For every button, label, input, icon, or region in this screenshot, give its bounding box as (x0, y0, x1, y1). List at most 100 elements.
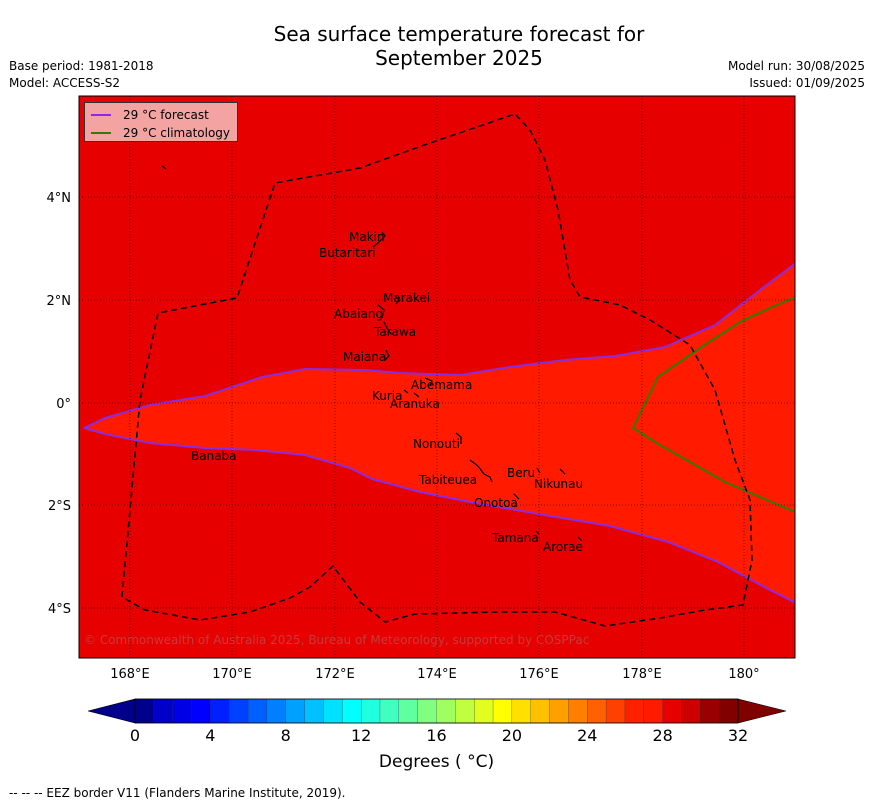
x-tick-label: 170°E (212, 667, 252, 682)
colorbar-swatch (643, 698, 664, 724)
colorbar-tick-label: 0 (130, 726, 140, 745)
island-label: Aranuka (390, 397, 440, 411)
x-tick-label: 180° (728, 667, 759, 682)
island-label: Butaritari (319, 246, 376, 260)
colorbar-swatch (455, 698, 475, 724)
island-shape (161, 165, 167, 170)
island-shape (535, 530, 540, 535)
colorbar-swatch (360, 698, 381, 724)
island-label: Tabiteuea (418, 473, 477, 487)
forecast-line-swatch (91, 114, 111, 116)
island-outlines (161, 165, 583, 542)
y-tick-label: 4°S (48, 602, 71, 617)
island-shape (469, 459, 493, 483)
colorbar-swatch (530, 698, 551, 724)
map-frame (78, 95, 796, 659)
graticule (79, 96, 795, 658)
island-label: Nikunau (534, 477, 583, 491)
island-label: Abaiang (334, 307, 383, 321)
colorbar-swatch (285, 698, 306, 724)
island-shape (403, 389, 409, 394)
colorbar-tick-label: 24 (577, 726, 597, 745)
colorbar-swatch (229, 698, 249, 724)
colorbar-swatch (719, 698, 739, 724)
legend-item-climatology: 29 °C climatology (91, 124, 237, 142)
colorbar-label: Degrees ( °C) (378, 752, 495, 772)
colorbar-swatch (191, 698, 211, 724)
y-tick-label: 0° (56, 397, 71, 412)
model-name: Model: ACCESS-S2 (9, 76, 121, 90)
island-shape (377, 304, 385, 319)
y-tick-label: 2°S (48, 499, 71, 514)
climatology-line-swatch (91, 132, 111, 134)
colorbar-max-extend (737, 698, 787, 724)
island-label: Tarawa (373, 325, 416, 339)
island-label: Banaba (191, 449, 237, 463)
x-tick-label: 172°E (315, 667, 355, 682)
island-label: Beru (507, 466, 535, 480)
colorbar-tick-label: 16 (426, 726, 446, 745)
island-label: Maiana (343, 350, 386, 364)
colorbar-swatch (172, 698, 192, 724)
colorbar-swatch (398, 698, 419, 724)
colorbar-swatch (153, 698, 174, 724)
island-label: Abemama (411, 378, 472, 392)
island-label: Tamana (491, 531, 539, 545)
map-legend: 29 °C forecast 29 °C climatology (84, 102, 238, 142)
colorbar-swatch (323, 698, 343, 724)
island-label: Nonouti (413, 437, 460, 451)
colorbar-swatch (511, 698, 532, 724)
climatology-isotherm (631, 296, 795, 513)
island-shape (536, 467, 541, 474)
x-tick-label: 174°E (417, 667, 457, 682)
colorbar-swatch (605, 698, 626, 724)
colorbar-tick-label: 12 (351, 726, 371, 745)
colorbar-tick-label: 20 (502, 726, 522, 745)
y-tick-label: 2°N (47, 294, 72, 309)
copyright-notice: © Commonwealth of Australia 2025, Bureau… (84, 633, 589, 647)
x-axis-ticks: 168°E 170°E 172°E 174°E 176°E 178°E 180° (110, 667, 759, 682)
colorbar-swatch (210, 698, 230, 724)
island-label: Marakei (383, 291, 430, 305)
colorbar-tick-label: 28 (652, 726, 672, 745)
base-period: Base period: 1981-2018 (9, 59, 154, 73)
colorbar-tick-label: 8 (281, 726, 291, 745)
colorbar-swatch (662, 698, 682, 724)
colorbar-swatch (436, 698, 456, 724)
colorbar-frame (134, 698, 739, 724)
issued-date: Issued: 01/09/2025 (749, 76, 865, 90)
colorbar-swatch (700, 698, 720, 724)
x-tick-label: 178°E (622, 667, 662, 682)
island-shape (413, 392, 420, 398)
colorbar-tick-label: 32 (728, 726, 748, 745)
colorbar-swatch (492, 698, 513, 724)
island-shape (577, 536, 583, 542)
y-axis-ticks: 4°N 2°N 0° 2°S 4°S (47, 191, 72, 617)
colorbar-swatch (266, 698, 287, 724)
island-label: Onotoa (474, 496, 518, 510)
island-label: Makin (349, 230, 385, 244)
colorbar-swatch (379, 698, 400, 724)
colorbar-swatch (417, 698, 437, 724)
island-shape (394, 295, 400, 305)
island-shape (424, 377, 433, 387)
page-title: Sea surface temperature forecast for Sep… (273, 22, 645, 70)
cooler-band (84, 263, 795, 603)
run-info: Model run: 30/08/2025 Issued: 01/09/2025 (728, 58, 865, 92)
y-tick-label: 4°N (47, 191, 72, 206)
island-shape (372, 231, 386, 248)
island-shape (455, 432, 462, 444)
colorbar-tick-label: 4 (205, 726, 215, 745)
island-shape (559, 468, 566, 475)
colorbar-swatch (681, 698, 701, 724)
eez-border (121, 113, 753, 627)
island-shape (513, 493, 520, 500)
island-label: Arorae (543, 540, 583, 554)
colorbar-swatch (568, 698, 588, 724)
colorbar: 0 4 8 12 16 20 24 28 32 (87, 698, 787, 745)
forecast-isotherm-south (83, 427, 795, 604)
colorbar-swatch (474, 698, 494, 724)
